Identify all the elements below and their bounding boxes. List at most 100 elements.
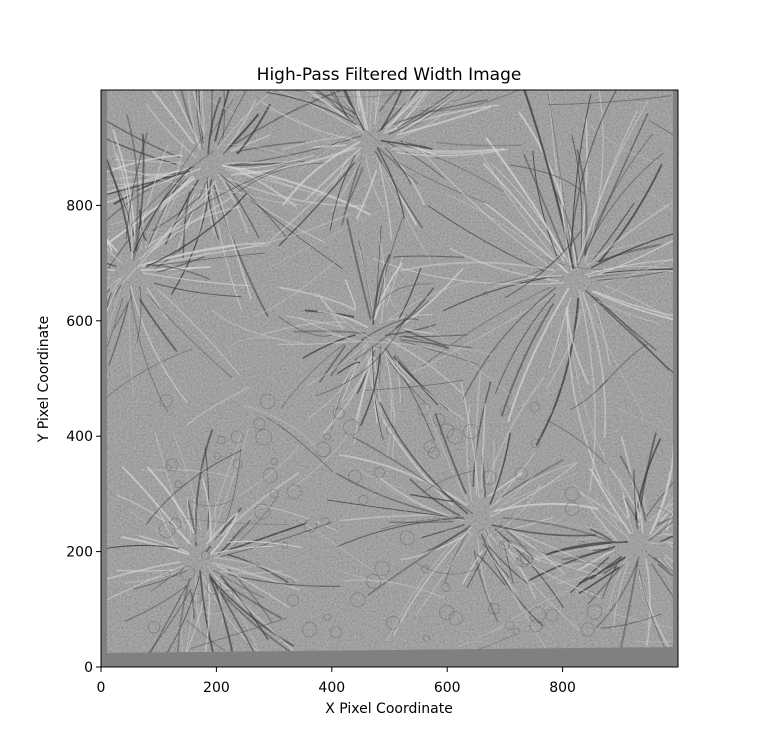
strand-stroke [267, 209, 381, 269]
strand-stroke [186, 619, 226, 652]
fibril-stroke [101, 283, 124, 365]
fibril-stroke [620, 436, 641, 526]
strand-stroke [582, 119, 658, 163]
fibril-stroke [495, 451, 536, 504]
granule-cell [514, 467, 528, 481]
strand-stroke [617, 408, 678, 435]
strand-stroke [547, 95, 672, 106]
fibril-stroke [308, 351, 371, 419]
x-tick-label: 600 [434, 680, 461, 696]
strand-stroke [320, 299, 376, 341]
fibril-stroke [608, 557, 628, 610]
strand-stroke [520, 573, 564, 586]
fibril-stroke [319, 345, 346, 383]
strand-stroke [365, 379, 464, 391]
fibril-stroke [135, 133, 145, 252]
fibril-stroke [415, 532, 473, 616]
strand-stroke [361, 318, 419, 341]
fibril-stroke [548, 297, 571, 368]
fibril-stroke [157, 256, 205, 273]
fibril-stroke [647, 553, 678, 577]
fibril-stroke [337, 361, 361, 375]
fibril-stroke [378, 163, 393, 240]
granule-cell [173, 627, 186, 640]
fibril-stroke [236, 103, 271, 155]
fibril-stroke [598, 164, 663, 263]
fibril-stroke [488, 472, 523, 497]
fibril-stroke [417, 146, 549, 266]
fibril-stroke [578, 566, 620, 594]
granule-cell [417, 402, 431, 416]
granule-cell [272, 415, 282, 425]
strand-stroke [472, 603, 554, 640]
fibril-stroke [505, 517, 554, 531]
fibril-stroke [485, 547, 517, 593]
fibril-stroke [518, 111, 578, 268]
fibril-stroke [387, 142, 444, 179]
fibril-stroke [576, 110, 638, 270]
strand-stroke [350, 115, 391, 154]
granule-cell [192, 593, 203, 604]
fibril-stroke [101, 284, 122, 318]
fibril-stroke [396, 90, 457, 129]
granule-cell [169, 517, 182, 530]
fibril-stroke [575, 533, 610, 541]
strand-stroke [420, 90, 521, 112]
strand-stroke [354, 300, 430, 361]
granule-cell [311, 505, 323, 517]
strand-stroke [137, 172, 242, 194]
fibril-stroke [339, 454, 468, 506]
fibril-stroke [547, 92, 573, 262]
fibril-stroke [603, 565, 618, 575]
fibril-stroke [341, 363, 358, 402]
granule-cell [323, 433, 332, 441]
fibril-stroke [377, 275, 407, 310]
fibril-stroke [393, 99, 488, 125]
fibril-stroke [332, 90, 351, 122]
fibril-stroke [101, 169, 182, 196]
fibril-stroke [261, 321, 347, 336]
fibril-stroke [205, 180, 216, 236]
granule-cell [432, 413, 446, 426]
fibril-stroke [213, 569, 265, 599]
fibril-stroke [170, 179, 213, 295]
fibril-stroke [475, 372, 482, 496]
fibril-stroke [197, 177, 210, 239]
fibril-stroke [590, 528, 613, 542]
fibril-stroke [145, 588, 192, 657]
fibril-stroke [399, 334, 468, 338]
fibril-stroke [115, 569, 174, 572]
strand-stroke [565, 244, 658, 320]
fibril-stroke [483, 163, 565, 262]
fibril-stroke [317, 310, 369, 329]
fibril-stroke [484, 530, 522, 611]
granule-cell [321, 558, 334, 572]
fibril-stroke [306, 342, 369, 386]
granule-cell [166, 577, 179, 590]
strand-stroke [277, 315, 333, 337]
granule-cell [441, 582, 451, 592]
fibril-stroke [376, 146, 419, 185]
fibril-stroke [369, 90, 373, 129]
fibril-stroke [227, 182, 326, 244]
strand-stroke [452, 90, 479, 103]
fibril-stroke [578, 549, 615, 571]
strand-stroke [186, 387, 249, 426]
fibril-stroke [559, 177, 573, 271]
granule-cell [543, 440, 556, 453]
fibril-stroke [481, 377, 545, 498]
granule-cell [206, 579, 222, 596]
granule-cell [287, 594, 300, 607]
fibril-stroke [220, 100, 256, 157]
fibril-stroke [351, 461, 460, 521]
fibril-stroke [35, 280, 98, 313]
strand-stroke [145, 449, 243, 525]
strand-stroke [677, 129, 678, 132]
strand-stroke [295, 90, 412, 98]
granule-cell [390, 635, 399, 644]
y-tick-label: 0 [84, 660, 93, 676]
fibril-stroke [427, 205, 545, 272]
fibril-stroke [494, 503, 599, 513]
granule-cell [473, 595, 486, 608]
fibril-stroke [225, 161, 302, 164]
